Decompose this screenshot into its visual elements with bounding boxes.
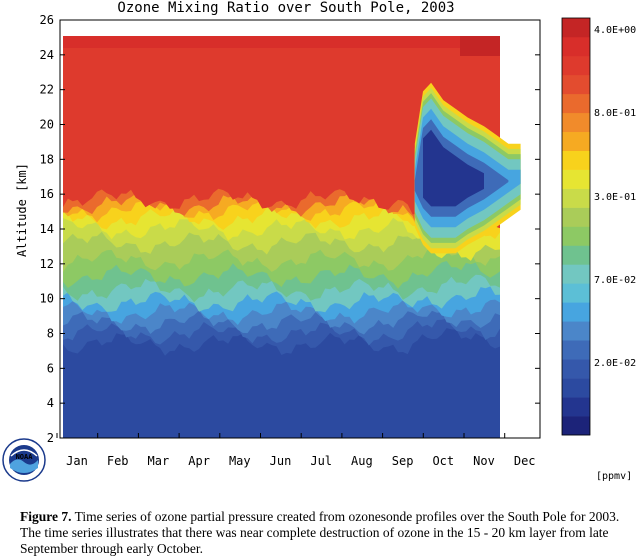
colorbar-unit: [ppmv] [596, 471, 632, 482]
x-axis: Jan Feb Mar Apr May Jun Jul Aug Sep Oct Nov Dec [56, 433, 536, 468]
colorbar-label: 3.0E-01 [594, 192, 636, 203]
contour-band [63, 36, 500, 48]
y-tick-label: 2 [47, 431, 54, 445]
colorbar-label: 8.0E-01 [594, 108, 636, 119]
x-tick-label: Mar [148, 454, 170, 468]
y-tick-label: 4 [47, 396, 54, 410]
colorbar-swatch [562, 378, 590, 398]
colorbar-swatch [562, 188, 590, 208]
x-tick-label: Oct [432, 454, 454, 468]
y-tick-label: 12 [40, 257, 54, 271]
colorbar-swatch [562, 131, 590, 151]
x-tick-label: May [229, 454, 251, 468]
x-tick-label: Nov [473, 454, 495, 468]
colorbar-frame [561, 17, 591, 436]
contour-band [460, 36, 500, 56]
colorbar-swatch [562, 283, 590, 303]
colorbar-swatch [562, 55, 590, 76]
colorbar-swatch [562, 207, 590, 227]
colorbar-swatch [562, 93, 590, 114]
caption-figure-label: Figure 7. [20, 509, 72, 524]
y-tick-label: 8 [47, 327, 54, 341]
y-tick-label: 20 [40, 118, 54, 132]
ozone-hole-contour [423, 129, 484, 207]
colorbar-swatch [562, 36, 590, 57]
colorbar-swatch [562, 416, 590, 436]
y-tick-label: 10 [40, 292, 54, 306]
y-tick-label: 24 [40, 48, 54, 62]
y-axis-label: Altitude [km] [15, 163, 29, 257]
x-tick-label: Jan [66, 454, 88, 468]
colorbar-swatch [562, 321, 590, 341]
caption-text: Time series of ozone partial pressure cr… [20, 509, 620, 556]
y-tick-label: 6 [47, 361, 54, 375]
x-tick-label: Jul [310, 454, 332, 468]
chart-title: Ozone Mixing Ratio over South Pole, 2003 [117, 0, 454, 16]
colorbar-swatch [562, 226, 590, 246]
colorbar-swatch [562, 302, 590, 322]
colorbar-swatch [562, 18, 590, 38]
colorbar-swatch [562, 150, 590, 170]
colorbar-swatch [562, 397, 590, 417]
y-tick-label: 26 [40, 13, 54, 27]
noaa-logo-text: NOAA [16, 453, 34, 461]
y-tick-label: 18 [40, 152, 54, 166]
colorbar-swatch [562, 340, 590, 360]
colorbar-label: 7.0E-02 [594, 275, 636, 286]
x-tick-label: Aug [351, 454, 373, 468]
figure-caption: Figure 7. Time series of ozone partial p… [20, 509, 630, 557]
colorbar-swatch [562, 264, 590, 284]
colorbar-label: 4.0E+00 [594, 25, 636, 36]
colorbar-swatch [562, 245, 590, 265]
colorbar-label: 2.0E-02 [594, 358, 636, 369]
x-tick-label: Sep [392, 454, 414, 468]
y-tick-label: 22 [40, 83, 54, 97]
x-tick-label: Dec [514, 454, 536, 468]
y-tick-label: 14 [40, 222, 54, 236]
colorbar-swatch [562, 112, 590, 133]
x-tick-label: Jun [270, 454, 292, 468]
colorbar-swatch [562, 74, 590, 95]
y-tick-label: 16 [40, 187, 54, 201]
colorbar-swatch [562, 169, 590, 189]
colorbar: 4.0E+00 8.0E-01 3.0E-01 7.0E-02 2.0E-02 [561, 17, 636, 436]
heatmap [59, 19, 541, 439]
noaa-logo: NOAA [2, 438, 46, 482]
x-tick-label: Feb [107, 454, 129, 468]
x-tick-label: Apr [188, 454, 210, 468]
colorbar-swatch [562, 359, 590, 379]
